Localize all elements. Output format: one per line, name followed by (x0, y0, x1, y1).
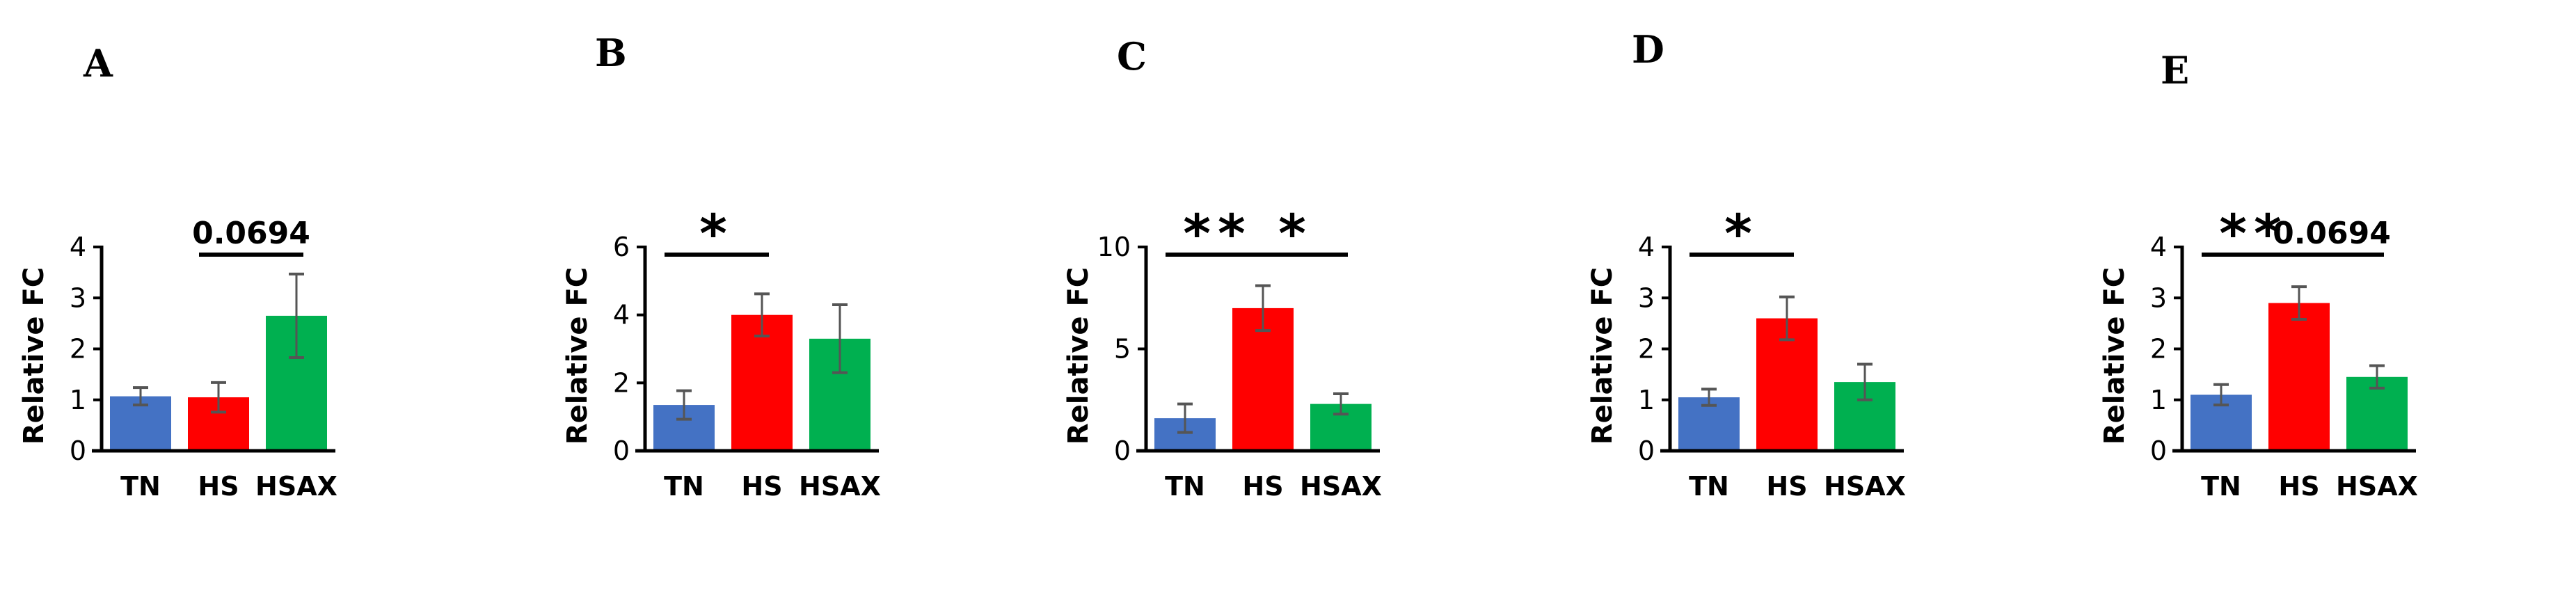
y-axis-label: Relative FC (1063, 267, 1095, 445)
y-tick-label: 2 (70, 334, 86, 365)
y-tick-label: 0 (613, 436, 630, 466)
y-tick-label: 0 (2150, 436, 2167, 466)
y-tick-label: 4 (1638, 232, 1655, 262)
y-tick-label: 4 (70, 232, 86, 262)
y-tick-label: 3 (1638, 282, 1655, 313)
panel-b: B Relative FC 0 2 4 6 TN HS HSAX * (562, 31, 881, 502)
y-tick-label: 1 (1638, 385, 1655, 415)
y-axis-label: Relative FC (18, 267, 50, 445)
x-tick-label: HSAX (1824, 471, 1906, 502)
y-tick-label: 2 (613, 367, 630, 398)
y-tick-label: 0 (70, 436, 86, 466)
y-tick-label: 2 (1638, 334, 1655, 365)
panel-letter: C (1117, 34, 1147, 79)
x-tick-label: HSAX (799, 471, 881, 502)
panel-d: D Relative FC 0 1 2 3 4 TN HS HSAX * (1587, 27, 1906, 502)
panel-letter: E (2161, 48, 2189, 93)
y-tick-label: 1 (70, 385, 86, 415)
y-tick-label: 3 (70, 282, 86, 313)
significance-label: ** (1183, 202, 1253, 264)
x-tick-label: HSAX (255, 471, 337, 502)
significance-label: * (699, 202, 734, 264)
y-axis-label: Relative FC (562, 267, 594, 445)
panel-letter: B (595, 31, 627, 75)
significance-label: 0.0694 (2273, 216, 2391, 251)
y-tick-label: 6 (613, 232, 630, 262)
y-tick-label: 5 (1114, 334, 1131, 365)
bar-hs (731, 314, 793, 451)
x-tick-label: HS (2278, 471, 2319, 502)
y-tick-label: 2 (2150, 334, 2167, 365)
panel-e: E Relative FC 0 1 2 3 4 TN HS HSAX **0.0694 (2099, 48, 2418, 502)
y-tick-label: 0 (1638, 436, 1655, 466)
x-tick-label: HSAX (2336, 471, 2418, 502)
y-axis-label: Relative FC (2099, 267, 2131, 445)
x-tick-label: HS (198, 471, 239, 502)
panel-letter: D (1632, 27, 1664, 72)
x-tick-label: TN (1165, 471, 1205, 502)
significance-label: 0.0694 (192, 216, 310, 251)
y-tick-label: 3 (2150, 282, 2167, 313)
x-tick-label: HS (1242, 471, 1283, 502)
y-tick-label: 10 (1097, 232, 1131, 262)
significance-label: * (1278, 202, 1313, 264)
x-tick-label: HSAX (1300, 471, 1382, 502)
x-tick-label: TN (120, 471, 161, 502)
significance-label: ** (2219, 202, 2289, 264)
x-tick-label: TN (2201, 471, 2241, 502)
x-tick-label: HS (1766, 471, 1807, 502)
panel-letter: A (83, 41, 113, 86)
y-tick-label: 0 (1114, 436, 1131, 466)
x-tick-label: TN (664, 471, 704, 502)
panel-a: A Relative FC 0 1 2 3 4 TN HS HSAX 0.0694 (18, 41, 337, 502)
y-axis-label: Relative FC (1587, 267, 1619, 445)
y-tick-label: 1 (2150, 385, 2167, 415)
y-tick-label: 4 (2150, 232, 2167, 262)
x-tick-label: TN (1689, 471, 1729, 502)
bar-hs (2268, 303, 2330, 451)
x-tick-label: HS (741, 471, 782, 502)
y-tick-label: 4 (613, 300, 630, 330)
significance-label: * (1724, 202, 1759, 264)
